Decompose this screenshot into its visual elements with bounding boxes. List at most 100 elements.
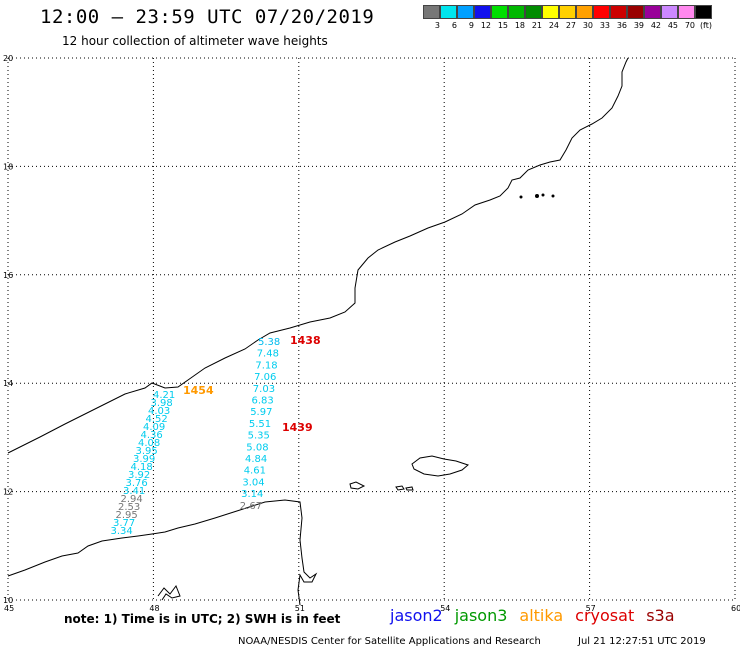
legend-swatch (508, 5, 525, 19)
legend-label: 9 (468, 21, 474, 30)
legend-label: 70 (684, 21, 695, 30)
island-dot-2 (535, 194, 539, 198)
wave-height-label: 3.76 (126, 478, 148, 489)
island-small-1 (349, 481, 366, 490)
wave-height-label: 6.83 (252, 396, 274, 407)
wave-height-label: 2.67 (240, 501, 262, 512)
island-dot-3 (541, 193, 545, 197)
legend-label: 6 (451, 21, 457, 30)
legend-swatch (678, 5, 695, 19)
socotra-island (411, 455, 470, 477)
legend-swatch (474, 5, 491, 19)
wave-height-label: 2.94 (121, 494, 143, 505)
legend-swatch (525, 5, 542, 19)
wave-height-label: 3.41 (123, 486, 145, 497)
wave-height-label: 3.14 (241, 489, 263, 500)
legend-swatch (559, 5, 576, 19)
island-dot-1 (519, 195, 523, 199)
legend-swatch (440, 5, 457, 19)
page-title: 12:00 – 23:59 UTC 07/20/2019 (40, 6, 375, 28)
island-small-2 (395, 485, 405, 491)
wave-height-label: 3.34 (111, 526, 133, 537)
legend-label: 45 (667, 21, 678, 30)
legend-swatch (627, 5, 644, 19)
legend-label: 36 (616, 21, 627, 30)
wave-height-label: 4.36 (141, 430, 163, 441)
lat-tick-label: 10 (3, 596, 13, 605)
legend-swatch (644, 5, 661, 19)
color-legend: 3 6 9 12 15 18 21 24 27 30 33 36 39 42 45 70 (ft) (423, 5, 712, 30)
legend-label: 27 (565, 21, 576, 30)
note-text: note: 1) Time is in UTC; 2) SWH is in fe… (64, 612, 341, 626)
lon-tick-label: 51 (295, 604, 305, 613)
wave-height-label: 3.92 (128, 470, 150, 481)
wave-height-label: 3.95 (136, 446, 158, 457)
legend-label: 15 (497, 21, 508, 30)
wave-height-label: 7.48 (257, 349, 279, 360)
lon-tick-label: 48 (149, 604, 159, 613)
wave-height-label: 4.61 (244, 466, 266, 477)
lon-tick-label: 54 (440, 604, 450, 613)
legend-swatch (423, 5, 440, 19)
wave-height-label: 4.03 (148, 406, 170, 417)
legend-label: 24 (548, 21, 559, 30)
wave-height-label: 5.51 (249, 419, 271, 430)
legend-swatch (457, 5, 474, 19)
wave-height-label: 4.84 (245, 454, 267, 465)
page-subtitle: 12 hour collection of altimeter wave hei… (62, 34, 328, 48)
legend-swatches (423, 5, 712, 19)
legend-label: 12 (480, 21, 491, 30)
legend-label: 18 (514, 21, 525, 30)
satellite-jason2: jason2 (390, 606, 443, 625)
wave-height-label: 5.38 (258, 337, 280, 348)
wave-height-label: 7.03 (253, 384, 275, 395)
satellite-jason3: jason3 (454, 606, 508, 625)
pass-time-label: 1454 (183, 384, 214, 397)
wave-height-label: 5.08 (246, 442, 268, 453)
wave-height-label: 7.18 (255, 360, 277, 371)
island-dot-4 (551, 194, 555, 198)
wave-height-label: 4.52 (146, 414, 168, 425)
legend-swatch (491, 5, 508, 19)
wave-height-label: 2.95 (116, 510, 138, 521)
legend-swatch (593, 5, 610, 19)
legend-label: 3 (434, 21, 440, 30)
legend-swatch (542, 5, 559, 19)
coastline-south (7, 499, 318, 606)
lon-tick-label: 45 (4, 604, 14, 613)
island-small-3 (405, 486, 414, 491)
legend-swatch (576, 5, 593, 19)
legend-label: (ft) (699, 21, 712, 30)
wave-height-label: 2.53 (118, 502, 140, 513)
wave-height-label: 4.08 (138, 438, 160, 449)
satellite-cryosat: cryosat (575, 606, 635, 625)
lon-tick-label: 60 (731, 604, 740, 613)
wave-height-label: 4.18 (131, 462, 153, 473)
coastal-feature (157, 584, 181, 601)
lat-tick-label: 16 (3, 271, 13, 280)
lat-tick-label: 14 (3, 379, 13, 388)
wave-height-label: 5.97 (250, 407, 272, 418)
pass-time-label: 1439 (282, 421, 313, 434)
wave-height-label: 3.77 (113, 518, 135, 529)
lat-tick-label: 20 (3, 54, 13, 63)
generated-timestamp: Jul 21 12:27:51 UTC 2019 (578, 636, 706, 647)
legend-label: 21 (531, 21, 542, 30)
satellite-s3a: s3a (646, 606, 675, 625)
credit-text: NOAA/NESDIS Center for Satellite Applica… (238, 636, 541, 647)
legend-label: 30 (582, 21, 593, 30)
lon-tick-label: 57 (586, 604, 596, 613)
legend-labels: 3 6 9 12 15 18 21 24 27 30 33 36 39 42 45 70 (ft) (423, 21, 712, 30)
legend-swatch (661, 5, 678, 19)
legend-label: 39 (633, 21, 644, 30)
wave-height-label: 3.99 (133, 454, 155, 465)
pass-time-label: 1438 (290, 334, 321, 347)
wave-height-labels: 5.387.487.187.067.036.835.975.515.355.08… (111, 334, 321, 537)
wave-height-label: 4.09 (143, 422, 165, 433)
wave-height-label: 3.98 (151, 398, 173, 409)
coastline (7, 57, 629, 606)
satellite-legend: jason2 jason3 altika cryosat s3a (390, 606, 675, 625)
legend-swatch (610, 5, 627, 19)
wave-height-label: 4.21 (153, 390, 175, 401)
